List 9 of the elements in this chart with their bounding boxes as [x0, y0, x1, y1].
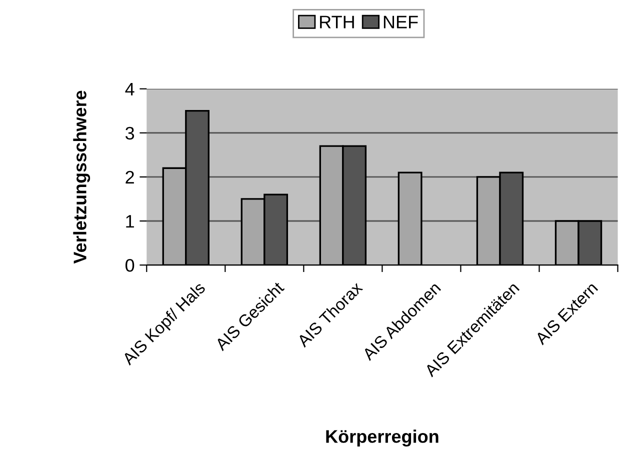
y-tick-label: 2: [126, 170, 134, 184]
legend-label: RTH: [320, 16, 354, 28]
y-tick-label: 1: [126, 215, 134, 228]
x-axis-title: Körperregion: [326, 430, 438, 447]
legend-label: NEF: [384, 16, 418, 28]
y-axis-title: Verletzungsschwere: [73, 90, 90, 264]
y-tick-label: 0: [126, 258, 134, 272]
y-tick-label: 4: [125, 82, 134, 96]
y-tick-label: 3: [125, 126, 134, 140]
